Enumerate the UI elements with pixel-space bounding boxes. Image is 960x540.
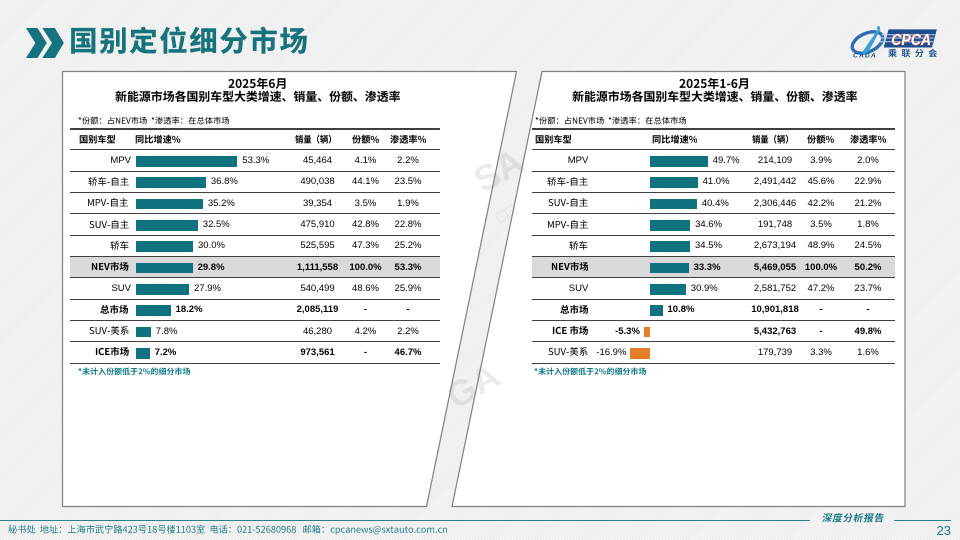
svg-text:CADA: CADA — [853, 53, 877, 60]
svg-text:CPCA: CPCA — [891, 31, 931, 49]
